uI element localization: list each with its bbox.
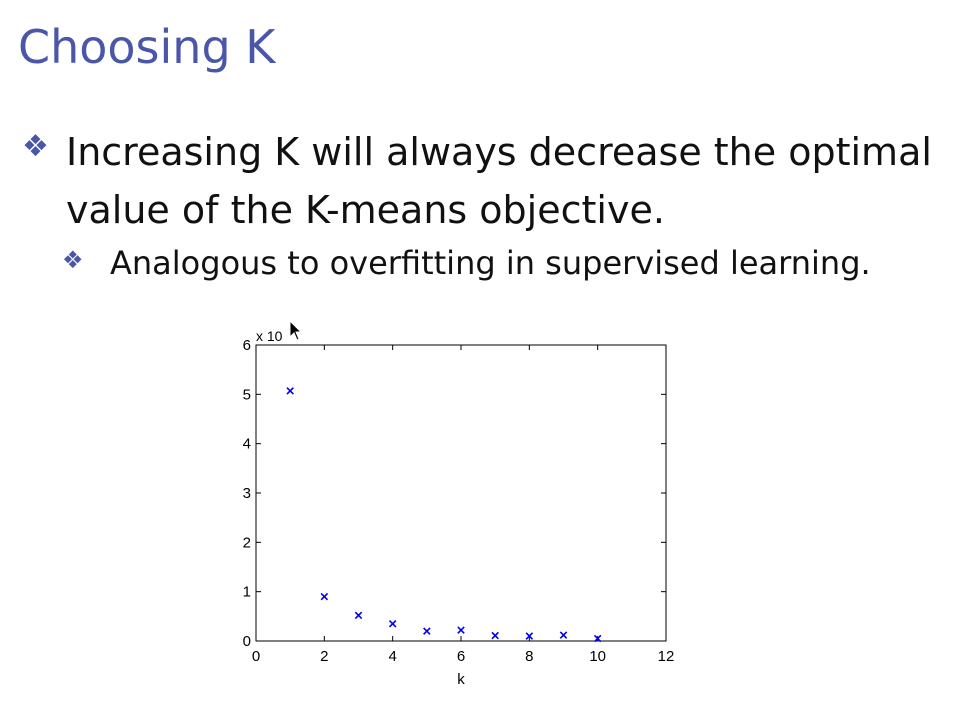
y-tick-label: 3 [243,485,251,502]
sub-bullet-item: ❖ Analogous to overfitting in supervised… [62,240,952,286]
data-point [354,611,363,620]
x-tick-label: 0 [252,648,260,665]
diamond-bullet-icon: ❖ [62,246,84,274]
bullet-text: Increasing K will always decrease the op… [66,130,932,232]
y-tick-label: 2 [243,534,251,551]
x-tick-label: 4 [388,648,396,665]
data-point [491,631,499,640]
y-tick-label: 6 [243,337,251,354]
y-tick-label: 5 [243,386,251,403]
data-point [593,634,602,643]
x-tick-label: 8 [525,648,533,665]
sub-bullet-text: Analogous to overfitting in supervised l… [110,244,871,282]
slide-title: Choosing K [18,20,276,74]
mouse-cursor-icon [289,320,303,341]
bullet-item: ❖ Increasing K will always decrease the … [22,123,952,239]
y-axis-multiplier: x 10 [256,328,283,344]
y-tick-label: 0 [243,633,251,650]
data-point [559,631,568,639]
plot-area [255,344,667,642]
x-tick-label: 2 [320,648,328,665]
data-point [320,592,329,601]
x-tick-label: 10 [589,648,606,665]
x-tick-label: 12 [658,648,675,665]
x-axis-label: k [457,671,465,688]
data-point [423,627,431,635]
x-tick-label: 6 [457,648,465,665]
data-point [286,387,294,395]
diamond-bullet-icon: ❖ [22,129,49,164]
data-point [525,632,534,640]
y-tick-label: 1 [243,584,251,601]
data-point [388,619,397,628]
y-tick-label: 4 [243,436,251,453]
data-point [457,626,465,634]
